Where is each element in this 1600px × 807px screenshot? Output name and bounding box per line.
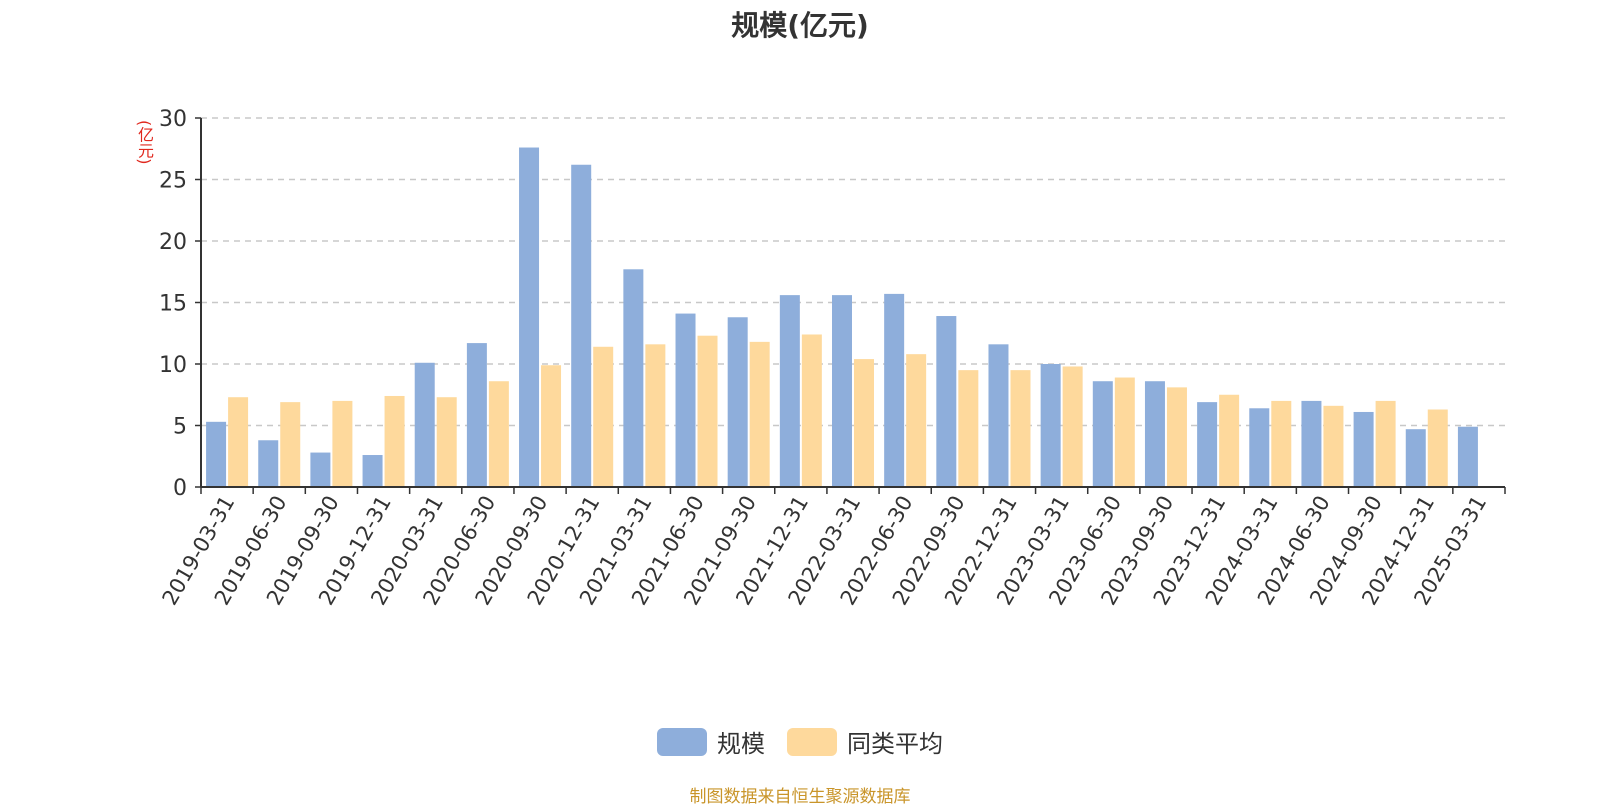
bar-scale[interactable] — [675, 313, 696, 487]
bar-scale[interactable] — [1249, 408, 1270, 487]
y-tick-label: 0 — [173, 476, 187, 501]
bar-peer-average[interactable] — [1323, 405, 1344, 487]
bar-peer-average[interactable] — [1427, 409, 1448, 487]
bar-peer-average[interactable] — [1219, 394, 1240, 487]
bar-peer-average[interactable] — [436, 397, 457, 487]
legend-label-peer-average: 同类平均 — [847, 730, 943, 758]
bar-scale[interactable] — [1301, 400, 1322, 487]
bar-scale[interactable] — [206, 421, 227, 487]
bar-peer-average[interactable] — [228, 397, 249, 487]
legend-swatch-scale — [657, 727, 707, 756]
bar-scale[interactable] — [466, 343, 487, 487]
legend: 规模 同类平均 — [0, 724, 1600, 759]
bar-peer-average[interactable] — [1114, 377, 1135, 487]
bar-peer-average[interactable] — [854, 359, 874, 487]
axes: 0510152025302019-03-312019-06-302019-09-… — [158, 107, 1506, 609]
y-tick-label: 20 — [159, 230, 187, 255]
bar-scale[interactable] — [310, 452, 331, 487]
bar-scale[interactable] — [1092, 381, 1113, 487]
bar-peer-average[interactable] — [1271, 400, 1292, 487]
bar-peer-average[interactable] — [1062, 366, 1083, 487]
bar-scale[interactable] — [623, 269, 644, 487]
y-tick-label: 25 — [159, 169, 187, 194]
bar-peer-average[interactable] — [906, 354, 927, 487]
chart-title: 规模(亿元) — [731, 9, 869, 42]
bar-scale[interactable] — [1353, 411, 1374, 487]
bar-scale[interactable] — [1144, 381, 1165, 487]
bar-peer-average[interactable] — [1010, 370, 1031, 487]
bar-scale[interactable] — [1040, 364, 1061, 487]
y-tick-label: 5 — [173, 415, 187, 440]
legend-label-scale: 规模 — [717, 730, 765, 758]
bar-scale[interactable] — [258, 440, 279, 487]
bar-peer-average[interactable] — [541, 365, 562, 487]
bar-chart: 0510152025302019-03-312019-06-302019-09-… — [158, 107, 1506, 609]
legend-swatch-peer-average — [787, 727, 837, 756]
bar-scale[interactable] — [362, 455, 383, 487]
bar-peer-average[interactable] — [645, 344, 666, 487]
bar-scale[interactable] — [571, 164, 592, 488]
y-axis-unit-label: (亿元) — [135, 120, 154, 165]
bar-scale[interactable] — [884, 293, 905, 487]
data-source-note: 制图数据来自恒生聚源数据库 — [689, 787, 911, 807]
bar-scale[interactable] — [1197, 402, 1218, 487]
bar-peer-average[interactable] — [1375, 400, 1396, 487]
bar-peer-average[interactable] — [280, 402, 301, 487]
bar-scale[interactable] — [832, 295, 852, 487]
bar-peer-average[interactable] — [384, 395, 405, 487]
bar-peer-average[interactable] — [1166, 387, 1187, 487]
grid-lines — [201, 117, 1505, 427]
bar-peer-average[interactable] — [749, 341, 770, 487]
y-tick-label: 15 — [159, 292, 187, 317]
y-tick-label: 30 — [159, 107, 187, 132]
bars — [206, 147, 1478, 488]
bar-scale[interactable] — [414, 362, 435, 487]
legend-item-scale[interactable]: 规模 — [657, 724, 765, 759]
bar-scale[interactable] — [779, 295, 800, 487]
bar-scale[interactable] — [519, 147, 540, 487]
bar-scale[interactable] — [727, 317, 748, 487]
bar-peer-average[interactable] — [958, 370, 979, 487]
bar-peer-average[interactable] — [488, 381, 509, 487]
y-tick-label: 10 — [159, 353, 187, 378]
bar-scale[interactable] — [1405, 429, 1426, 487]
bar-scale[interactable] — [936, 316, 957, 487]
bar-peer-average[interactable] — [332, 400, 353, 487]
bar-scale[interactable] — [988, 344, 1009, 487]
bar-peer-average[interactable] — [697, 335, 718, 487]
bar-peer-average[interactable] — [593, 346, 614, 487]
bar-peer-average[interactable] — [801, 334, 822, 487]
bar-scale[interactable] — [1457, 426, 1478, 487]
legend-item-peer-average[interactable]: 同类平均 — [787, 724, 943, 759]
